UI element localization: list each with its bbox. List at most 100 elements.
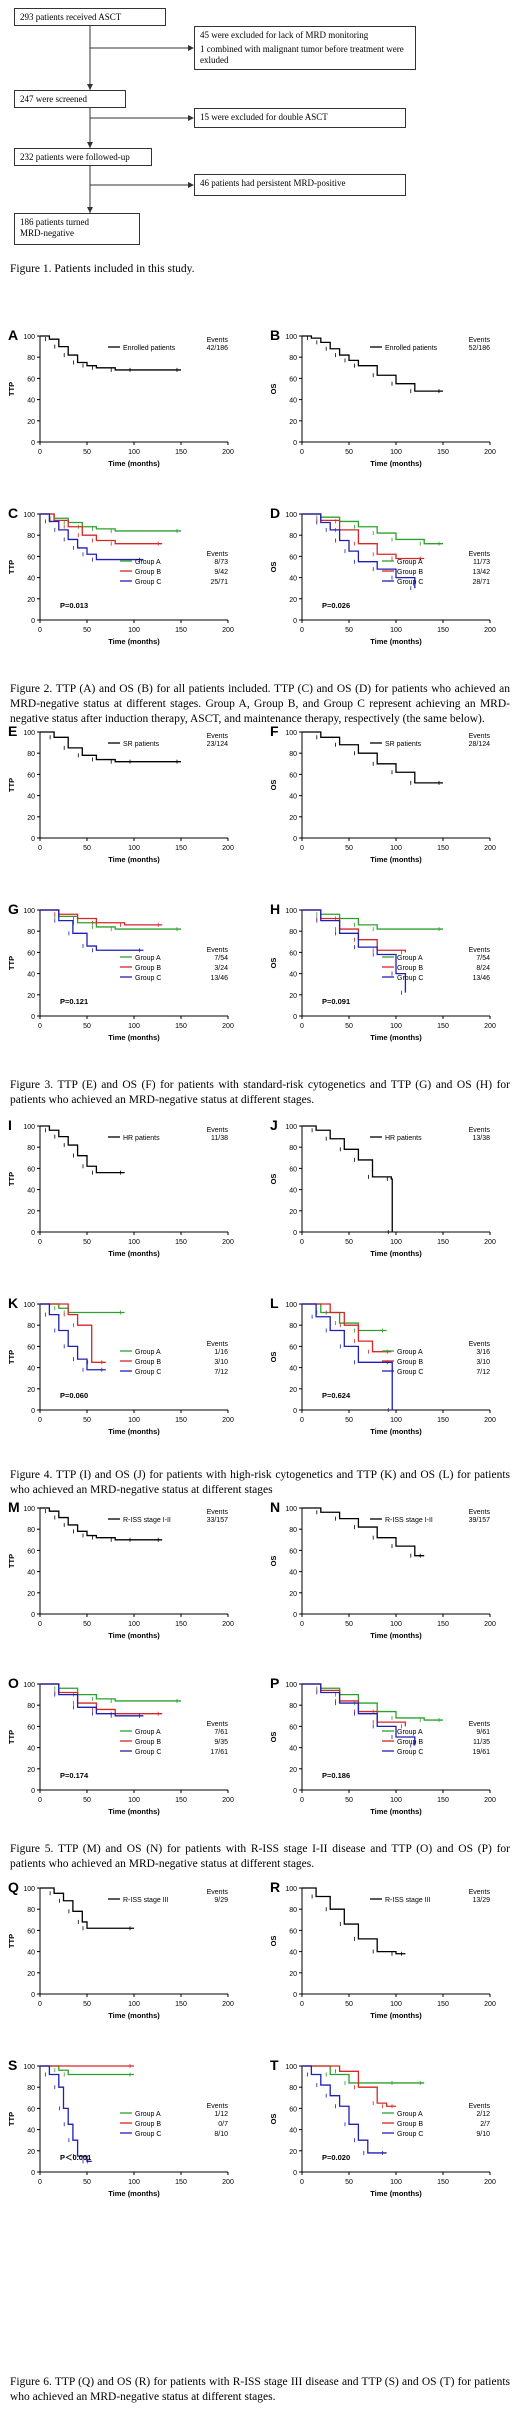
x-tick-label: 0	[38, 845, 42, 852]
legend-label: Group B	[135, 569, 161, 576]
x-tick-label: 0	[300, 627, 304, 634]
legend-events: 1/12	[214, 2111, 228, 2118]
y-tick-label: 20	[289, 1767, 297, 1774]
panel-letter: R	[270, 1879, 280, 1895]
p-value: P=0.013	[60, 601, 88, 610]
y-tick-label: 80	[289, 355, 297, 362]
legend-events: 7/61	[214, 1729, 228, 1736]
panel-letter: Q	[8, 1879, 19, 1895]
p-value: P=0.020	[322, 2153, 350, 2162]
flow-box-received: 293 patients received ASCT	[14, 8, 166, 26]
chart-svg-c: C 0 20 40 60 80 100 0 50 100 150 200 Time (months) TT…	[7, 505, 234, 646]
legend-label: Group B	[397, 1739, 423, 1746]
y-axis-label: OS	[269, 2114, 278, 2125]
p-value: P=0.121	[60, 997, 88, 1006]
x-axis-label: Time (months)	[108, 2189, 160, 2198]
x-tick-label: 150	[175, 2001, 187, 2008]
y-tick-label: 0	[293, 440, 297, 447]
legend-label: Enrolled patients	[385, 345, 438, 352]
flow-text-mrd-negative: MRD-negative	[20, 228, 74, 238]
y-tick-label: 60	[289, 1548, 297, 1555]
chart-svg-b: B 0 20 40 60 80 100 0 50 100 150 200 Time (months) OS…	[269, 327, 496, 468]
y-tick-label: 100	[23, 908, 35, 915]
y-tick-label: 0	[31, 1612, 35, 1619]
y-tick-label: 20	[289, 1971, 297, 1978]
chart-panel-d: D 0 20 40 60 80 100 0 50 100 150 200 Time (months) OS…	[262, 500, 512, 665]
flowchart-connectors	[87, 20, 194, 213]
y-tick-label: 60	[27, 376, 35, 383]
figure-6-caption: Figure 6. TTP (Q) and OS (R) for patient…	[10, 2376, 510, 2403]
y-axis-label: TTP	[7, 560, 16, 574]
flow-text-turned: 186 patients turned	[20, 217, 89, 227]
panel-letter: H	[270, 901, 280, 917]
x-tick-label: 50	[345, 449, 353, 456]
y-tick-label: 80	[27, 533, 35, 540]
y-tick-label: 20	[27, 1387, 35, 1394]
panel-letter: F	[270, 723, 279, 739]
panel-letter: I	[8, 1117, 12, 1133]
survival-curve-1	[302, 1683, 443, 1721]
chart-panel-a: A 0 20 40 60 80 100 0 50 100 150 200 Time (months) TT…	[0, 322, 250, 487]
x-tick-label: 150	[175, 1417, 187, 1424]
flow-box-turned-negative: 186 patients turned MRD-negative	[14, 213, 140, 245]
x-tick-label: 0	[38, 1797, 42, 1804]
legend-events: 9/61	[476, 1729, 490, 1736]
y-tick-label: 100	[23, 1682, 35, 1689]
legend-label: Group C	[135, 1369, 161, 1376]
x-tick-label: 100	[128, 2001, 140, 2008]
legend-events: 0/7	[218, 2121, 228, 2128]
survival-curve-1	[40, 909, 181, 930]
x-tick-label: 0	[300, 2179, 304, 2186]
figure-5-caption: Figure 5. TTP (M) and OS (N) for patient…	[10, 1843, 510, 1870]
x-tick-label: 150	[437, 845, 449, 852]
y-tick-label: 100	[23, 2064, 35, 2071]
y-tick-label: 20	[289, 993, 297, 1000]
x-axis-label: Time (months)	[108, 1427, 160, 1436]
y-tick-label: 0	[31, 836, 35, 843]
x-tick-label: 0	[300, 845, 304, 852]
x-tick-label: 200	[222, 2001, 234, 2008]
legend-events: 25/71	[210, 579, 228, 586]
y-tick-label: 0	[31, 1992, 35, 1999]
legend-events-header: Events	[469, 2103, 491, 2110]
legend-events-header: Events	[207, 1127, 229, 1134]
legend-label: Enrolled patients	[123, 345, 176, 352]
legend-label: HR patients	[385, 1135, 422, 1142]
x-axis-label: Time (months)	[370, 637, 422, 646]
panel-letter: O	[8, 1675, 19, 1691]
y-tick-label: 40	[289, 398, 297, 405]
y-axis-label: TTP	[7, 1934, 16, 1948]
x-tick-label: 50	[83, 1023, 91, 1030]
x-tick-label: 0	[38, 2001, 42, 2008]
legend-events: 23/124	[207, 741, 229, 748]
y-tick-label: 100	[23, 512, 35, 519]
x-tick-label: 150	[437, 1417, 449, 1424]
y-tick-label: 80	[289, 533, 297, 540]
y-tick-label: 40	[289, 1570, 297, 1577]
y-tick-label: 80	[289, 1145, 297, 1152]
y-tick-label: 100	[285, 730, 297, 737]
legend-label: SR patients	[123, 741, 160, 748]
y-tick-label: 60	[27, 1344, 35, 1351]
x-axis-label: Time (months)	[108, 1807, 160, 1816]
x-tick-label: 150	[437, 1621, 449, 1628]
x-tick-label: 0	[300, 1023, 304, 1030]
survival-curve-2	[302, 1683, 407, 1727]
y-axis-label: TTP	[7, 382, 16, 396]
legend-events-header: Events	[469, 1341, 491, 1348]
legend-events-header: Events	[207, 2103, 229, 2110]
chart-svg-a: A 0 20 40 60 80 100 0 50 100 150 200 Time (months) TT…	[7, 327, 234, 468]
y-tick-label: 60	[27, 1548, 35, 1555]
x-tick-label: 100	[390, 1417, 402, 1424]
survival-curve-2	[40, 1303, 106, 1363]
legend-label: Group B	[397, 569, 423, 576]
y-tick-label: 40	[27, 1570, 35, 1577]
y-tick-label: 100	[285, 1682, 297, 1689]
x-tick-label: 50	[345, 845, 353, 852]
y-tick-label: 20	[27, 597, 35, 604]
y-tick-label: 100	[285, 1886, 297, 1893]
y-tick-label: 60	[289, 772, 297, 779]
y-tick-label: 60	[289, 1724, 297, 1731]
survival-curve-3	[302, 2065, 387, 2154]
legend-events: 13/29	[472, 1897, 490, 1904]
